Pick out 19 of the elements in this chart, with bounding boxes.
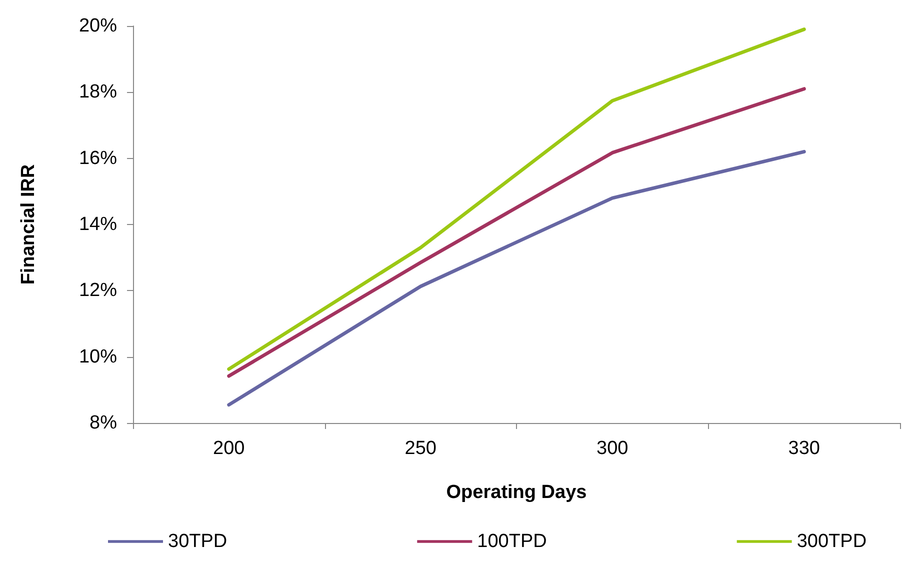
y-tick-label: 18% bbox=[78, 82, 118, 103]
line-series bbox=[227, 28, 806, 371]
line-series bbox=[227, 87, 806, 378]
line-series bbox=[227, 150, 806, 407]
y-tick-label: 14% bbox=[78, 214, 118, 235]
y-tick-label: 10% bbox=[78, 346, 118, 368]
y-tick-label: 12% bbox=[78, 280, 118, 302]
x-tick-label: 200 bbox=[213, 438, 245, 459]
y-axis-title: Financial IRR bbox=[18, 164, 39, 285]
y-tick-label: 8% bbox=[90, 412, 118, 434]
x-tick-label: 300 bbox=[596, 438, 628, 459]
legend-label: 300TPD bbox=[796, 531, 867, 552]
x-axis-title: Operating Days bbox=[446, 482, 587, 503]
legend-label: 100TPD bbox=[477, 531, 547, 552]
legend-label: 30TPD bbox=[168, 531, 228, 552]
x-tick-label: 330 bbox=[788, 438, 820, 459]
y-tick-label: 20% bbox=[78, 16, 118, 36]
y-tick-label: 16% bbox=[78, 148, 118, 169]
x-tick-label: 250 bbox=[404, 438, 436, 459]
